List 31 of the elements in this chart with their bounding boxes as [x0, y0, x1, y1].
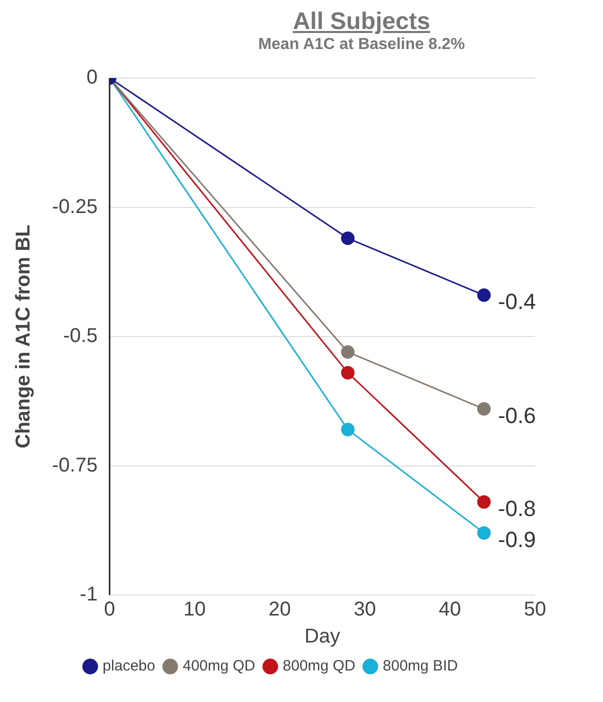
y-tick-label: -0.75: [52, 454, 98, 476]
point: [341, 366, 355, 380]
point: [341, 345, 355, 359]
chart-title: All Subjects: [292, 8, 432, 36]
point: [341, 422, 355, 436]
x-axis-title: Day: [304, 626, 340, 648]
y-tick-label: -0.5: [63, 325, 98, 348]
legend-label: 400mg QD: [182, 658, 256, 675]
legend-label: 800mg BID: [382, 658, 458, 675]
point: [477, 495, 491, 509]
data-label: -0.6: [498, 402, 536, 428]
point: [477, 526, 491, 540]
x-tick-label: 30: [354, 598, 376, 621]
data-label: -0.9: [498, 527, 536, 552]
y-tick-label: 0: [86, 66, 98, 89]
y-tick-label: -0.25: [52, 196, 98, 218]
data-label: -0.8: [498, 496, 536, 522]
chart-subtitle: Mean A1C at Baseline 8.2%: [257, 36, 466, 54]
legend-label: placebo: [102, 658, 156, 675]
point: [341, 232, 355, 246]
legend-label: 800mg QD: [282, 658, 356, 675]
y-tick-label: -1: [80, 584, 98, 606]
point: [477, 288, 491, 302]
x-tick-label: 20: [268, 598, 291, 621]
data-label: -0.4: [498, 289, 536, 314]
y-axis-title: Change in A1C from BL: [12, 224, 35, 448]
x-tick-label: 40: [438, 598, 462, 621]
x-tick-label: 10: [184, 598, 206, 621]
x-tick-label: 0: [104, 598, 116, 621]
point: [477, 402, 491, 416]
x-tick-label: 50: [524, 598, 546, 621]
